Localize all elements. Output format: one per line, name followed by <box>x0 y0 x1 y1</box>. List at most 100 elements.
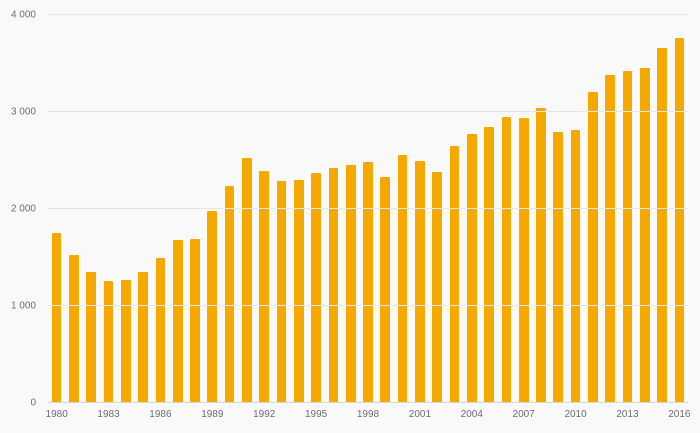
gridline <box>48 305 688 306</box>
bar-1983 <box>103 280 114 403</box>
bar-2001 <box>415 161 425 403</box>
bar-2013 <box>622 71 633 403</box>
x-tick-label: 1989 <box>201 409 224 420</box>
bar-slot <box>567 15 584 403</box>
bar-slot <box>65 15 82 403</box>
x-tick-label: 1986 <box>149 409 172 420</box>
bar-slot <box>636 15 653 403</box>
gridline <box>48 111 688 112</box>
x-tick-label: 2001 <box>408 409 432 420</box>
bar-2015 <box>657 47 667 403</box>
bar-2010 <box>570 130 581 403</box>
bar-slot <box>550 15 567 403</box>
bar-slot <box>498 15 515 403</box>
bar-1985 <box>138 272 148 403</box>
x-tick-label: 2013 <box>616 409 639 420</box>
bar-1981 <box>69 254 79 403</box>
x-tick-label: 2010 <box>564 409 587 420</box>
bar-slot <box>463 15 480 403</box>
y-tick-label: 0 <box>30 397 36 409</box>
bar-2006 <box>501 116 512 403</box>
bar-1989 <box>207 210 218 403</box>
bar-slot <box>619 15 636 403</box>
bar-1997 <box>345 165 356 403</box>
bar-slot <box>671 15 688 403</box>
bar-2005 <box>484 126 494 403</box>
x-tick-label: 1992 <box>253 409 276 420</box>
bar-2011 <box>588 91 598 403</box>
bar-slot <box>377 15 394 403</box>
bars <box>48 15 688 403</box>
bar-slot <box>48 15 65 403</box>
bar-slot <box>186 15 203 403</box>
bar-1986 <box>155 257 166 403</box>
x-tick-label: 1998 <box>356 409 380 420</box>
bar-1991 <box>242 157 252 403</box>
bar-slot <box>290 15 307 403</box>
bar-1988 <box>190 239 200 403</box>
x-tick-label: 2004 <box>460 409 483 420</box>
bar-2000 <box>397 154 408 403</box>
bar-2004 <box>466 134 477 403</box>
bar-slot <box>446 15 463 403</box>
bar-slot <box>653 15 670 403</box>
bar-slot <box>342 15 359 403</box>
bar-slot <box>134 15 151 403</box>
x-axis-line <box>48 402 688 403</box>
bar-1996 <box>328 168 339 403</box>
y-tick-label: 2 000 <box>10 203 36 215</box>
x-tick-label: 1983 <box>97 409 120 420</box>
bar-slot <box>83 15 100 403</box>
y-axis: 0 1 000 2 000 3 000 4 000 <box>0 10 42 409</box>
bar-1994 <box>293 179 304 403</box>
x-tick-label: 2016 <box>668 409 691 420</box>
bar-2003 <box>449 145 460 403</box>
bar-1995 <box>311 173 321 403</box>
y-tick-label: 1 000 <box>10 300 36 312</box>
bar-1980 <box>51 233 62 403</box>
bar-slot <box>584 15 601 403</box>
x-axis: 1980 1983 1986 1989 1992 1995 1998 2001 2004 2007… <box>45 403 691 433</box>
bar-slot <box>602 15 619 403</box>
bar-slot <box>169 15 186 403</box>
bar-2014 <box>639 68 650 403</box>
bar-slot <box>480 15 497 403</box>
y-tick-label: 3 000 <box>10 106 36 118</box>
bar-slot <box>359 15 376 403</box>
bar-1987 <box>172 240 183 403</box>
bar-2016 <box>674 38 685 403</box>
x-tick-label: 1995 <box>304 409 328 420</box>
bar-slot <box>307 15 324 403</box>
bar-1984 <box>121 279 131 403</box>
bar-2002 <box>432 172 443 403</box>
bar-slot <box>100 15 117 403</box>
bar-slot <box>411 15 428 403</box>
bar-1993 <box>276 180 287 403</box>
bar-2012 <box>605 75 615 403</box>
bar-slot <box>221 15 238 403</box>
bar-2008 <box>536 108 546 403</box>
bar-slot <box>273 15 290 403</box>
bar-slot <box>325 15 342 403</box>
bar-1999 <box>380 177 391 403</box>
bar-1998 <box>363 162 373 403</box>
y-tick-label: 4 000 <box>10 9 36 21</box>
gridline <box>48 14 688 15</box>
x-tick-label: 2007 <box>512 409 535 420</box>
x-tick-label: 1980 <box>45 409 68 420</box>
bar-slot <box>532 15 549 403</box>
plot-area <box>48 14 688 403</box>
bar-slot <box>204 15 221 403</box>
bar-2007 <box>518 117 529 403</box>
bar-1990 <box>224 185 235 403</box>
bar-slot <box>117 15 134 403</box>
bar-slot <box>394 15 411 403</box>
gridline <box>48 208 688 209</box>
bar-2009 <box>553 132 564 403</box>
bar-1982 <box>86 272 97 403</box>
bar-slot <box>256 15 273 403</box>
bar-slot <box>515 15 532 403</box>
bar-slot <box>152 15 169 403</box>
bar-slot <box>429 15 446 403</box>
